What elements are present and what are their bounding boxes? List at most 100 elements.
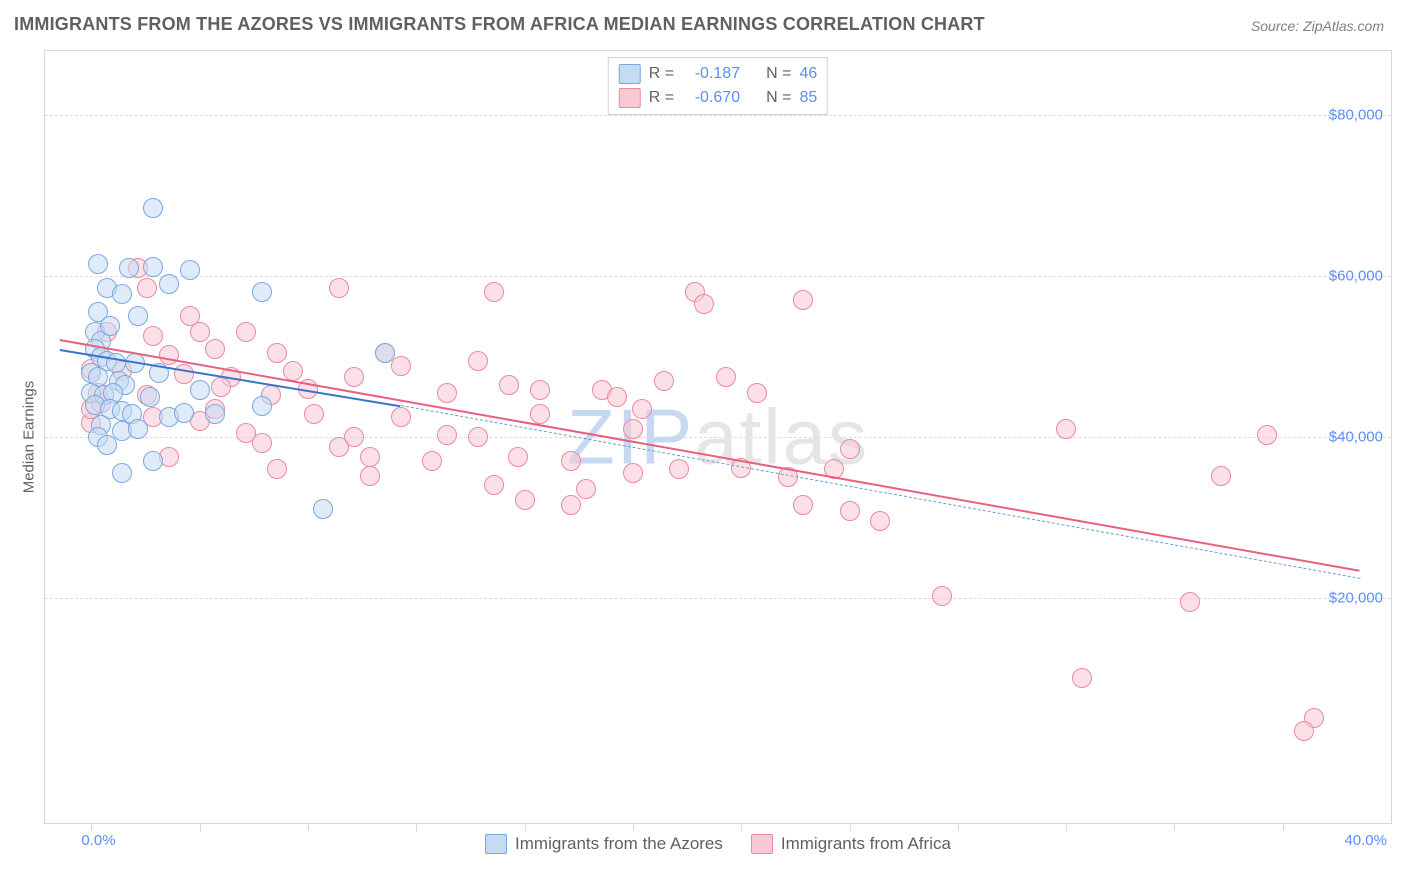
scatter-point	[793, 495, 813, 515]
scatter-point	[159, 274, 179, 294]
legend-n-value: 46	[799, 62, 817, 86]
scatter-point	[137, 278, 157, 298]
scatter-point	[304, 404, 324, 424]
y-tick-label: $40,000	[1329, 429, 1383, 446]
scatter-point	[422, 451, 442, 471]
scatter-point	[632, 399, 652, 419]
scatter-point	[576, 479, 596, 499]
scatter-point	[283, 361, 303, 381]
scatter-point	[112, 463, 132, 483]
gridline-horizontal	[45, 276, 1391, 277]
scatter-point	[143, 326, 163, 346]
scatter-point	[391, 356, 411, 376]
scatter-point	[437, 383, 457, 403]
scatter-point	[932, 586, 952, 606]
scatter-point	[468, 351, 488, 371]
scatter-point	[623, 463, 643, 483]
scatter-point	[468, 427, 488, 447]
scatter-point	[1294, 721, 1314, 741]
y-tick-label: $80,000	[1329, 107, 1383, 124]
scatter-point	[1180, 592, 1200, 612]
scatter-point	[484, 475, 504, 495]
legend-swatch	[751, 834, 773, 854]
scatter-point	[508, 447, 528, 467]
scatter-point	[205, 404, 225, 424]
ylabel-wrap: Median Earnings	[14, 50, 44, 824]
legend-series-name: Immigrants from Africa	[781, 834, 951, 854]
legend-series-name: Immigrants from the Azores	[515, 834, 723, 854]
scatter-point	[694, 294, 714, 314]
scatter-point	[870, 511, 890, 531]
scatter-point	[437, 425, 457, 445]
y-tick-label: $20,000	[1329, 589, 1383, 606]
legend-swatch	[485, 834, 507, 854]
scatter-point	[252, 396, 272, 416]
legend-n-label: N =	[766, 62, 791, 86]
legend-swatch	[619, 64, 641, 84]
scatter-point	[1211, 466, 1231, 486]
scatter-point	[515, 490, 535, 510]
scatter-point	[128, 419, 148, 439]
legend-n-value: 85	[799, 86, 817, 110]
scatter-point	[252, 282, 272, 302]
correlation-legend: R =-0.187N =46R =-0.670N =85	[608, 57, 828, 115]
scatter-point	[391, 407, 411, 427]
scatter-point	[236, 322, 256, 342]
scatter-point	[623, 419, 643, 439]
legend-r-value: -0.670	[682, 86, 740, 110]
correlation-legend-row: R =-0.187N =46	[619, 62, 817, 86]
scatter-point	[267, 459, 287, 479]
scatter-point	[1072, 668, 1092, 688]
scatter-point	[119, 258, 139, 278]
scatter-point	[360, 466, 380, 486]
scatter-point	[561, 495, 581, 515]
scatter-point	[88, 254, 108, 274]
scatter-point	[100, 316, 120, 336]
y-axis-label: Median Earnings	[21, 381, 38, 494]
legend-r-label: R =	[649, 86, 674, 110]
scatter-point	[654, 371, 674, 391]
legend-r-label: R =	[649, 62, 674, 86]
gridline-horizontal	[45, 115, 1391, 116]
source-attribution: Source: ZipAtlas.com	[1251, 18, 1384, 34]
scatter-point	[174, 403, 194, 423]
legend-n-label: N =	[766, 86, 791, 110]
scatter-point	[840, 501, 860, 521]
scatter-point	[499, 375, 519, 395]
scatter-point	[607, 387, 627, 407]
scatter-point	[205, 339, 225, 359]
scatter-point	[793, 290, 813, 310]
scatter-point	[747, 383, 767, 403]
scatter-point	[1257, 425, 1277, 445]
scatter-point	[143, 451, 163, 471]
scatter-point	[97, 435, 117, 455]
y-tick-label: $60,000	[1329, 268, 1383, 285]
scatter-point	[360, 447, 380, 467]
chart-plot-area: $20,000$40,000$60,000$80,0000.0%40.0%ZIP…	[44, 50, 1392, 824]
scatter-point	[190, 380, 210, 400]
scatter-point	[530, 380, 550, 400]
scatter-point	[669, 459, 689, 479]
scatter-point	[180, 306, 200, 326]
trend-line	[60, 339, 1360, 572]
scatter-point	[128, 306, 148, 326]
scatter-point	[375, 343, 395, 363]
scatter-point	[313, 499, 333, 519]
scatter-point	[112, 284, 132, 304]
scatter-point	[716, 367, 736, 387]
legend-bottom: Immigrants from the Azores Immigrants fro…	[44, 830, 1392, 858]
scatter-point	[1056, 419, 1076, 439]
trend-line	[401, 405, 1360, 579]
scatter-point	[484, 282, 504, 302]
scatter-point	[174, 364, 194, 384]
scatter-point	[180, 260, 200, 280]
scatter-point	[561, 451, 581, 471]
scatter-point	[211, 377, 231, 397]
scatter-point	[840, 439, 860, 459]
legend-item: Immigrants from Africa	[751, 834, 951, 854]
legend-item: Immigrants from the Azores	[485, 834, 723, 854]
plot-wrap: Median Earnings $20,000 $40,000 $60,000 $80…	[14, 50, 1392, 864]
scatter-point	[329, 278, 349, 298]
correlation-legend-row: R = -0.670 N = 85	[619, 86, 817, 110]
scatter-point	[267, 343, 287, 363]
